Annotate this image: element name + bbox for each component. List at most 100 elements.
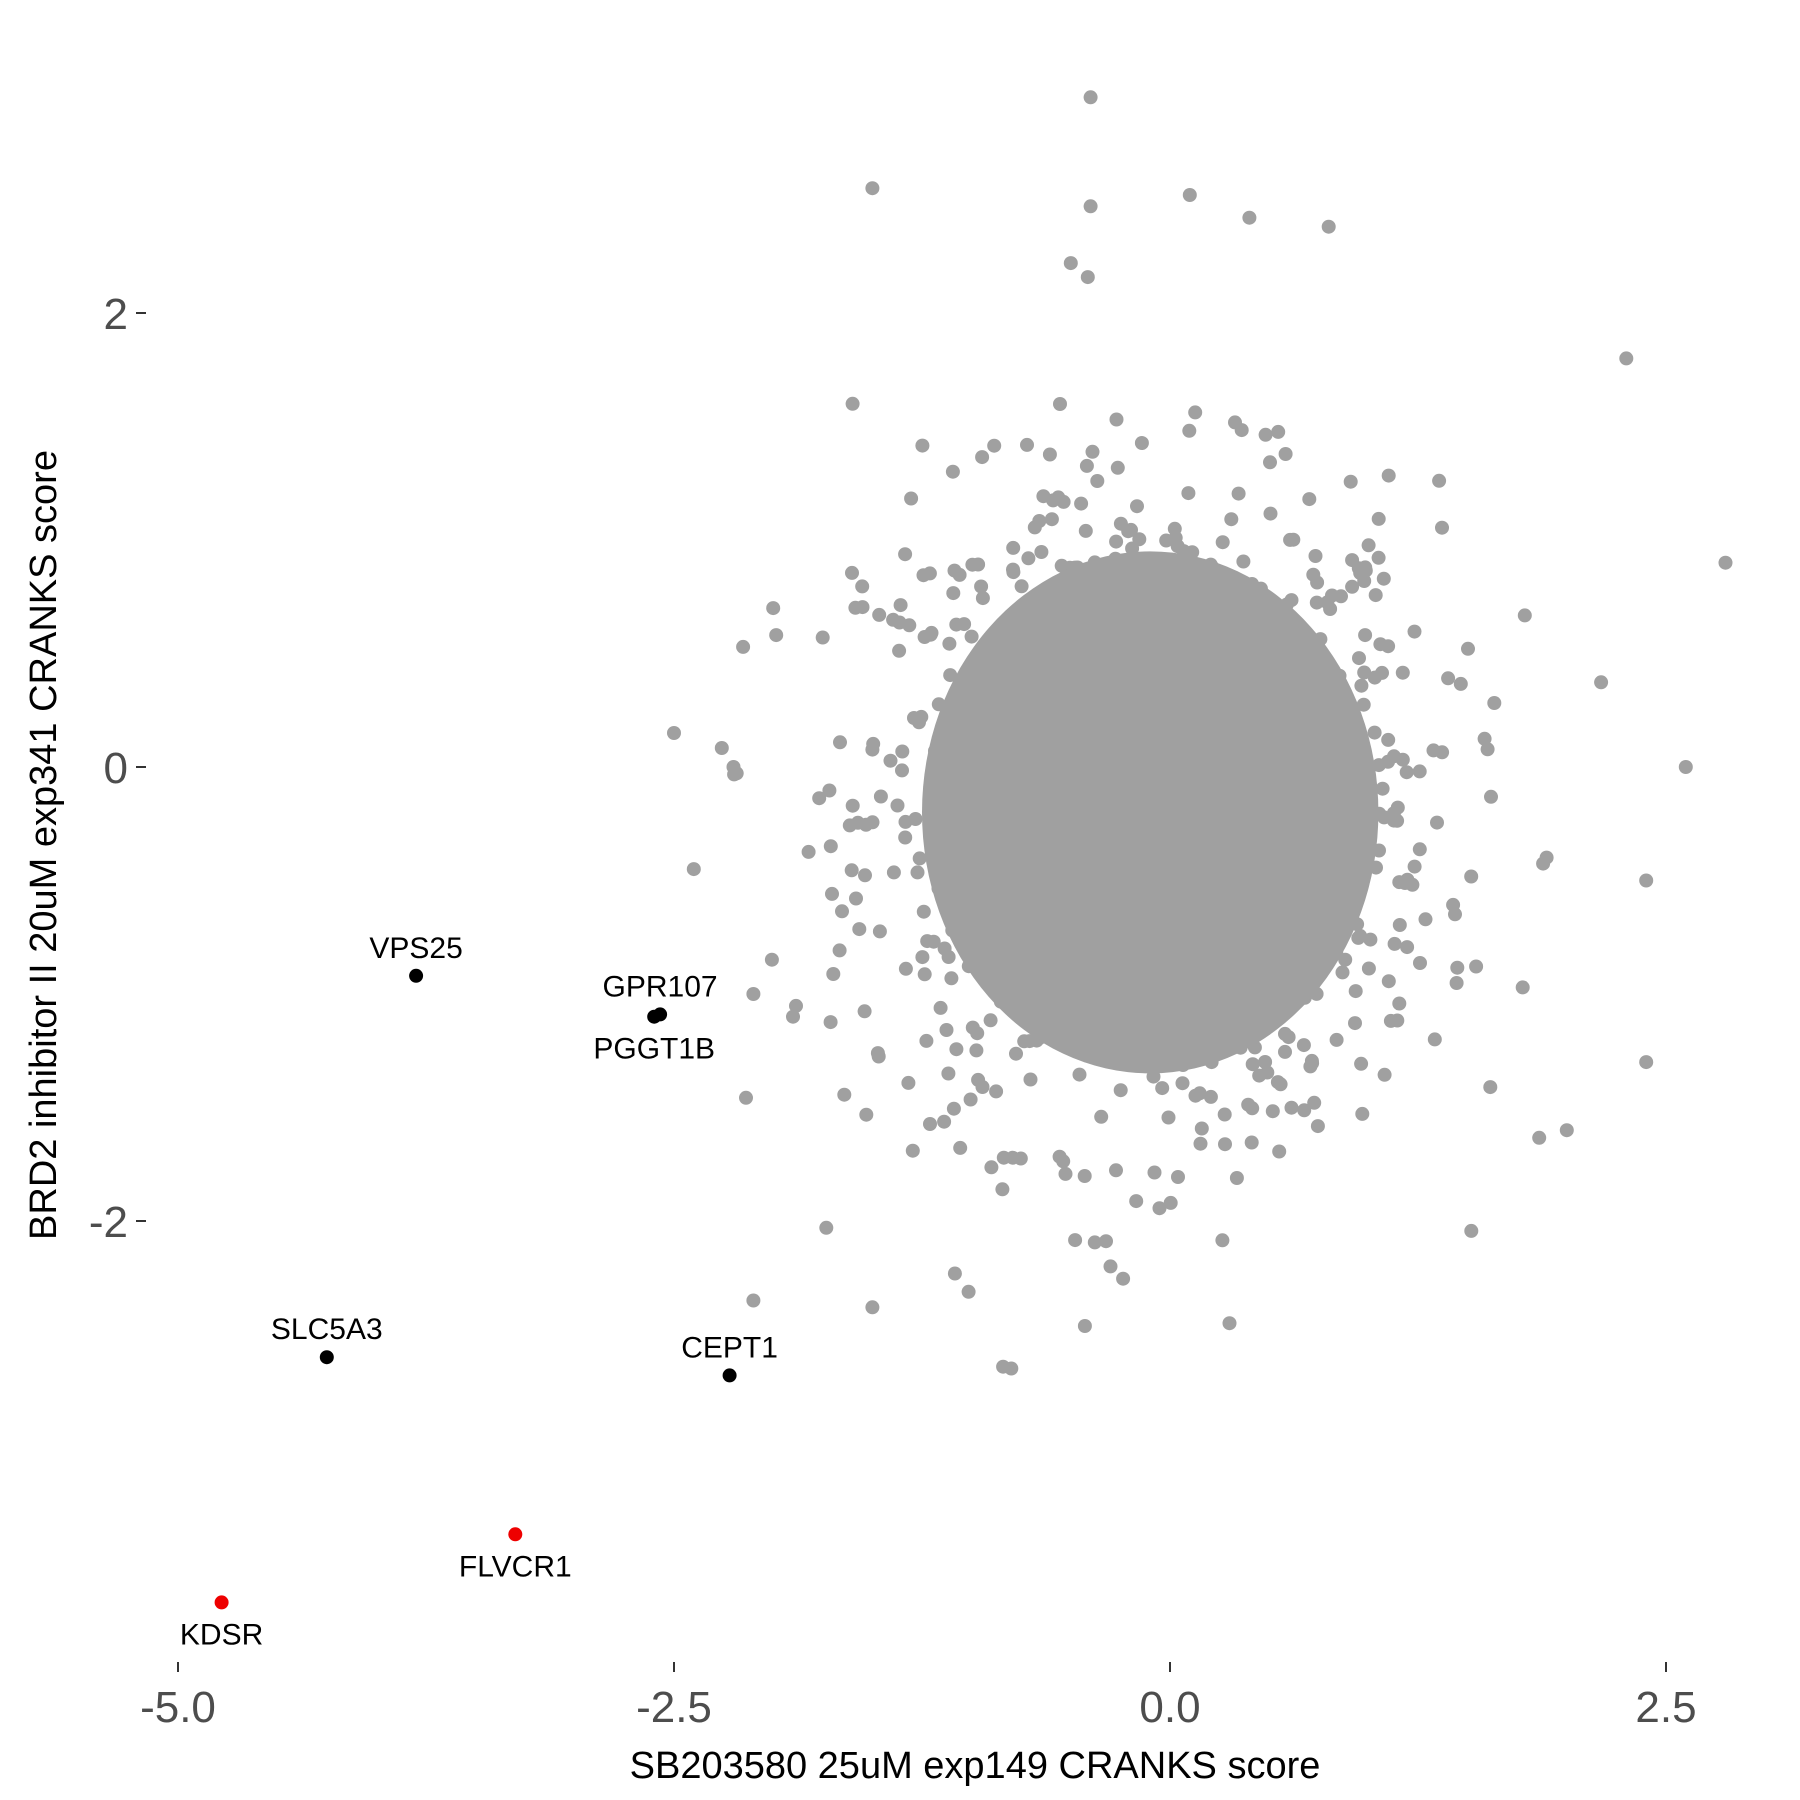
background-point — [1078, 523, 1093, 538]
background-point — [1345, 579, 1360, 594]
background-point — [1353, 928, 1368, 943]
background-point — [923, 1117, 937, 1131]
background-point — [1163, 1195, 1178, 1210]
background-point — [898, 830, 913, 845]
background-point — [1377, 1067, 1392, 1082]
background-point — [1432, 473, 1447, 488]
background-point — [1134, 436, 1149, 450]
background-point — [1302, 492, 1317, 507]
point-vps25 — [409, 968, 424, 983]
background-point — [1356, 697, 1371, 712]
background-point — [1083, 90, 1098, 105]
background-point — [1085, 444, 1100, 459]
background-point — [1381, 468, 1396, 483]
background-point — [890, 798, 905, 813]
background-point — [1046, 493, 1061, 508]
background-point — [1182, 423, 1197, 438]
background-point — [1222, 1316, 1237, 1331]
background-point — [844, 863, 859, 878]
background-point — [1074, 496, 1089, 511]
y-axis: -2 0 2 — [89, 290, 146, 1247]
background-point — [886, 865, 901, 880]
background-point — [1009, 1046, 1023, 1061]
background-point — [1263, 506, 1278, 521]
background-point — [1619, 351, 1634, 366]
background-point — [1034, 545, 1049, 559]
background-point — [865, 815, 880, 830]
background-point — [1399, 765, 1414, 780]
background-point — [859, 1107, 874, 1122]
background-point — [1477, 731, 1492, 746]
background-point — [1265, 1104, 1280, 1119]
background-point — [1718, 555, 1733, 570]
background-point — [1168, 530, 1183, 545]
background-point — [815, 630, 830, 645]
background-point — [1152, 1201, 1167, 1216]
background-point — [943, 668, 958, 683]
background-point — [858, 868, 872, 883]
background-point — [746, 987, 761, 1001]
point-label-flvcr1: FLVCR1 — [459, 1550, 572, 1583]
background-point — [1215, 1233, 1230, 1248]
background-point — [842, 818, 857, 833]
background-point — [893, 598, 908, 613]
background-point — [1181, 486, 1196, 501]
background-point — [1517, 608, 1532, 623]
background-point — [995, 1182, 1010, 1197]
background-point — [953, 1140, 968, 1155]
x-axis-title: SB203580 25uM exp149 CRANKS score — [630, 1745, 1321, 1787]
background-point — [1639, 1055, 1654, 1070]
background-point — [1231, 486, 1246, 501]
point-kdsr — [214, 1595, 229, 1610]
background-point — [1321, 219, 1336, 234]
background-point — [845, 798, 860, 813]
background-point — [1245, 1057, 1260, 1072]
background-point — [1113, 1083, 1128, 1098]
background-point — [1109, 534, 1124, 549]
background-point — [916, 904, 931, 919]
background-point — [1236, 554, 1251, 569]
background-point — [1192, 1086, 1207, 1101]
background-point — [1094, 1109, 1109, 1124]
background-point-core — [921, 551, 1379, 1074]
background-point — [1218, 1137, 1232, 1152]
background-point — [1194, 1121, 1209, 1136]
background-point — [895, 744, 910, 759]
background-point — [974, 579, 989, 594]
background-point — [1155, 1081, 1170, 1096]
background-point — [937, 941, 952, 956]
background-point — [1371, 758, 1386, 773]
background-point — [849, 891, 863, 906]
background-point — [1348, 1016, 1362, 1031]
background-point — [989, 1084, 1004, 1099]
background-point — [1161, 1110, 1176, 1125]
background-point — [1348, 984, 1363, 999]
background-point — [870, 1046, 885, 1061]
background-point — [833, 735, 847, 750]
background-point — [1175, 1076, 1190, 1091]
background-point — [1020, 437, 1034, 452]
background-point — [975, 450, 990, 465]
background-point — [915, 438, 930, 453]
point-pggt1b — [647, 1009, 662, 1024]
background-point — [1053, 397, 1067, 411]
background-point — [1413, 956, 1427, 970]
y-tick-label: 0 — [104, 744, 128, 793]
background-point — [1054, 558, 1069, 573]
x-tick-label: 2.5 — [1635, 1683, 1696, 1732]
background-point — [965, 1020, 980, 1035]
background-point — [1354, 1056, 1369, 1071]
background-point — [1171, 1170, 1185, 1184]
background-point — [1296, 1038, 1311, 1053]
background-point — [1453, 676, 1468, 691]
point-label-kdsr: KDSR — [180, 1618, 263, 1651]
background-point — [1103, 1259, 1118, 1274]
point-label-pggt1b: PGGT1B — [593, 1033, 715, 1066]
background-point — [1252, 1068, 1267, 1083]
background-point — [1245, 1101, 1260, 1116]
background-point — [1449, 976, 1464, 990]
background-point — [1412, 842, 1427, 857]
background-point — [1090, 474, 1105, 488]
background-point — [1130, 499, 1144, 514]
